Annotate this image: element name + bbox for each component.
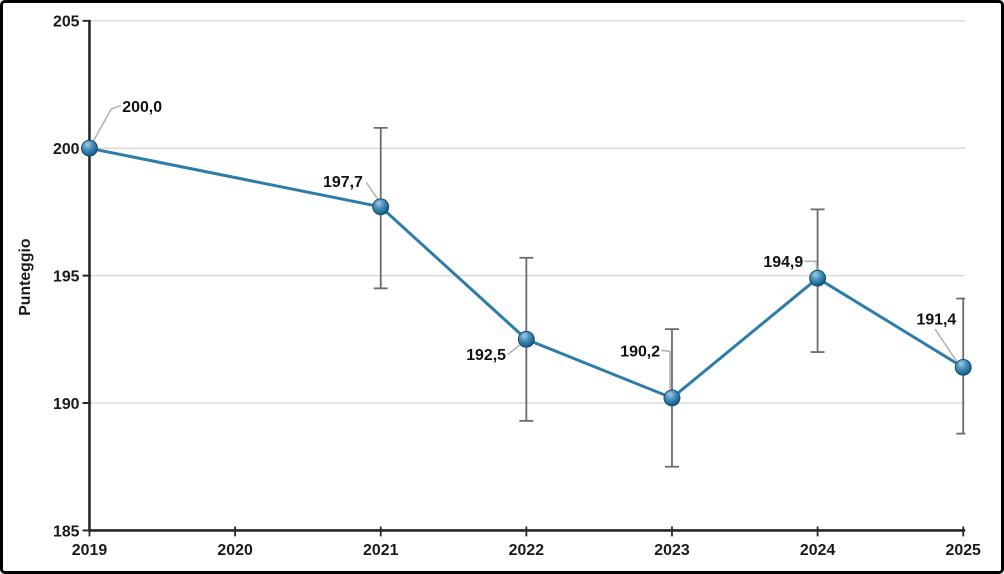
data-point-2019 <box>81 139 98 157</box>
x-axis-tick-label-2024: 2024 <box>800 542 836 559</box>
data-point-2025 <box>954 358 972 376</box>
leader-line-2021 <box>366 182 380 202</box>
error-bars <box>373 126 966 468</box>
x-axis-tick-label-2023: 2023 <box>654 542 690 559</box>
data-label-2023: 190,2 <box>620 343 660 360</box>
leader-line-2023 <box>661 349 671 390</box>
data-label-2021: 197,7 <box>323 174 363 191</box>
data-point-2022 <box>517 330 535 348</box>
x-axis-tick-label-2021: 2021 <box>363 542 399 559</box>
trend-line-layer <box>87 146 965 400</box>
trend-line <box>87 146 965 400</box>
line-chart: 185 190 195 200 205 2019 2020 2021 2022 2023 2024 2… <box>17 14 981 559</box>
y-axis-tick-label-185: 185 <box>53 523 80 540</box>
axes: 185 190 195 200 205 2019 2020 2021 2022 2023 2024 2… <box>53 14 981 559</box>
y-axis-tick-label-190: 190 <box>53 396 80 413</box>
x-axis-tick-label-2019: 2019 <box>72 542 108 559</box>
y-axis-title: Punteggio <box>17 238 34 316</box>
y-axis-tick-label-200: 200 <box>53 141 80 158</box>
x-axis-tick-label-2020: 2020 <box>217 542 253 559</box>
data-label-2025: 191,4 <box>916 312 956 329</box>
data-label-2019: 200,0 <box>122 99 162 116</box>
data-point-2023 <box>663 389 681 407</box>
data-label-2024: 194,9 <box>763 254 803 271</box>
leader-line-2022 <box>507 342 523 356</box>
data-point-2024 <box>809 269 827 287</box>
leader-line-2019 <box>91 105 122 144</box>
data-label-2022: 192,5 <box>466 347 506 364</box>
x-axis-tick-label-2022: 2022 <box>509 542 545 559</box>
y-axis-tick-label-205: 205 <box>53 14 80 31</box>
leader-line-2025 <box>934 328 959 363</box>
leader-line-2024 <box>804 260 818 273</box>
data-point-2021 <box>372 198 390 216</box>
data-points <box>81 139 972 407</box>
leader-lines <box>91 105 959 390</box>
data-labels: 200,0 197,7 192,5 190,2 194,9 191,4 <box>122 99 956 364</box>
x-axis-tick-label-2025: 2025 <box>946 542 982 559</box>
y-axis-tick-label-195: 195 <box>53 269 80 286</box>
